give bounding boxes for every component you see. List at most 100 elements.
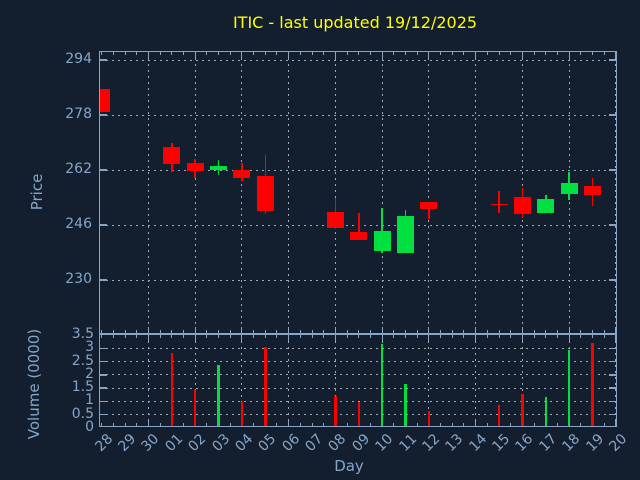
axis-tick (592, 52, 594, 55)
axis-tick (545, 52, 547, 55)
axis-tick (218, 330, 219, 333)
axis-tick (568, 335, 570, 341)
axis-tick (101, 330, 103, 333)
axis-tick (358, 330, 360, 333)
axis-tick (463, 52, 465, 55)
candle-body-01 (163, 147, 181, 164)
candle-body-10 (373, 230, 391, 251)
gridline-v (194, 335, 196, 426)
axis-tick (206, 52, 208, 55)
axis-tick (451, 423, 453, 426)
axis-tick (323, 52, 325, 55)
axis-tick (545, 335, 547, 338)
axis-tick (288, 327, 290, 333)
axis-tick (229, 330, 231, 333)
axis-tick (323, 423, 325, 426)
candle-wick-15 (498, 191, 500, 213)
axis-tick (463, 335, 465, 338)
volume-bar-18 (567, 350, 571, 426)
axis-tick (100, 374, 107, 376)
axis-tick (241, 335, 243, 341)
volume-bar-16 (521, 394, 524, 426)
axis-tick (112, 330, 114, 333)
axis-tick (147, 327, 149, 333)
axis-tick (334, 52, 336, 58)
axis-tick (194, 327, 196, 333)
day-tick-label: 18 (559, 431, 584, 455)
axis-tick (206, 423, 208, 426)
volume-bar-05 (264, 346, 267, 426)
axis-tick (100, 279, 107, 281)
axis-tick (253, 330, 255, 333)
axis-tick (609, 224, 616, 226)
volume-axis-label: Volume (0000) (25, 328, 43, 440)
gridline-h (100, 169, 616, 171)
axis-tick (609, 279, 616, 281)
volume-bar-19 (591, 342, 594, 426)
axis-tick (486, 423, 488, 426)
axis-tick (334, 327, 336, 333)
chart-title: ITIC - last updated 19/12/2025 (232, 13, 478, 32)
axis-tick (556, 330, 558, 333)
axis-tick (440, 335, 442, 338)
axis-tick (311, 52, 313, 55)
volume-bar-08 (334, 395, 337, 426)
axis-tick (264, 335, 266, 338)
price-tick-label: 278 (65, 105, 92, 122)
day-tick-label: 12 (419, 431, 444, 455)
day-tick-label: 06 (279, 431, 303, 455)
axis-tick (276, 52, 278, 55)
day-tick-label: 19 (582, 431, 607, 455)
axis-tick (381, 52, 383, 58)
axis-tick (218, 335, 219, 338)
volume-tick-label: 2.5 (71, 352, 94, 369)
day-axis-label: Day (334, 457, 364, 475)
axis-tick (159, 330, 161, 333)
axis-tick (206, 330, 208, 333)
axis-tick (136, 335, 138, 338)
candle-body-08 (326, 212, 344, 228)
day-tick-label: 09 (349, 431, 374, 455)
axis-tick (253, 335, 255, 338)
volume-bar-15 (497, 404, 501, 426)
axis-tick (159, 52, 161, 55)
axis-tick (346, 335, 348, 338)
axis-tick (615, 335, 616, 341)
gridline-v (147, 52, 149, 333)
axis-tick (592, 335, 594, 338)
axis-tick (510, 423, 512, 426)
axis-tick (521, 52, 523, 58)
candle-body-11 (397, 216, 415, 253)
axis-tick (510, 52, 512, 55)
day-tick-label: 08 (325, 431, 350, 455)
axis-tick (346, 423, 348, 426)
axis-tick (451, 330, 453, 333)
day-tick-label: 01 (162, 431, 187, 455)
axis-tick (100, 224, 107, 226)
axis-tick (264, 330, 266, 333)
volume-tick-label: 3 (85, 339, 94, 356)
gridline-v (615, 52, 616, 333)
axis-tick (253, 423, 255, 426)
axis-tick (218, 52, 219, 55)
axis-tick (533, 423, 535, 426)
axis-tick (182, 330, 184, 333)
axis-tick (194, 52, 196, 58)
day-tick-label: 10 (372, 431, 397, 455)
axis-tick (276, 423, 278, 426)
volume-bar-01 (170, 352, 173, 426)
axis-tick (311, 335, 313, 338)
volume-bar-03 (217, 365, 220, 426)
axis-tick (603, 423, 605, 426)
axis-tick (609, 360, 616, 363)
axis-tick (609, 374, 616, 376)
axis-tick (299, 335, 301, 338)
candle-wick-12 (428, 202, 430, 219)
candle-body-28 (100, 89, 111, 113)
axis-tick (101, 423, 103, 426)
gridline-h (100, 114, 616, 116)
axis-tick (603, 52, 605, 55)
candle-body-17 (537, 199, 555, 213)
volume-tick-label: 0 (85, 419, 94, 435)
axis-tick (475, 420, 477, 426)
